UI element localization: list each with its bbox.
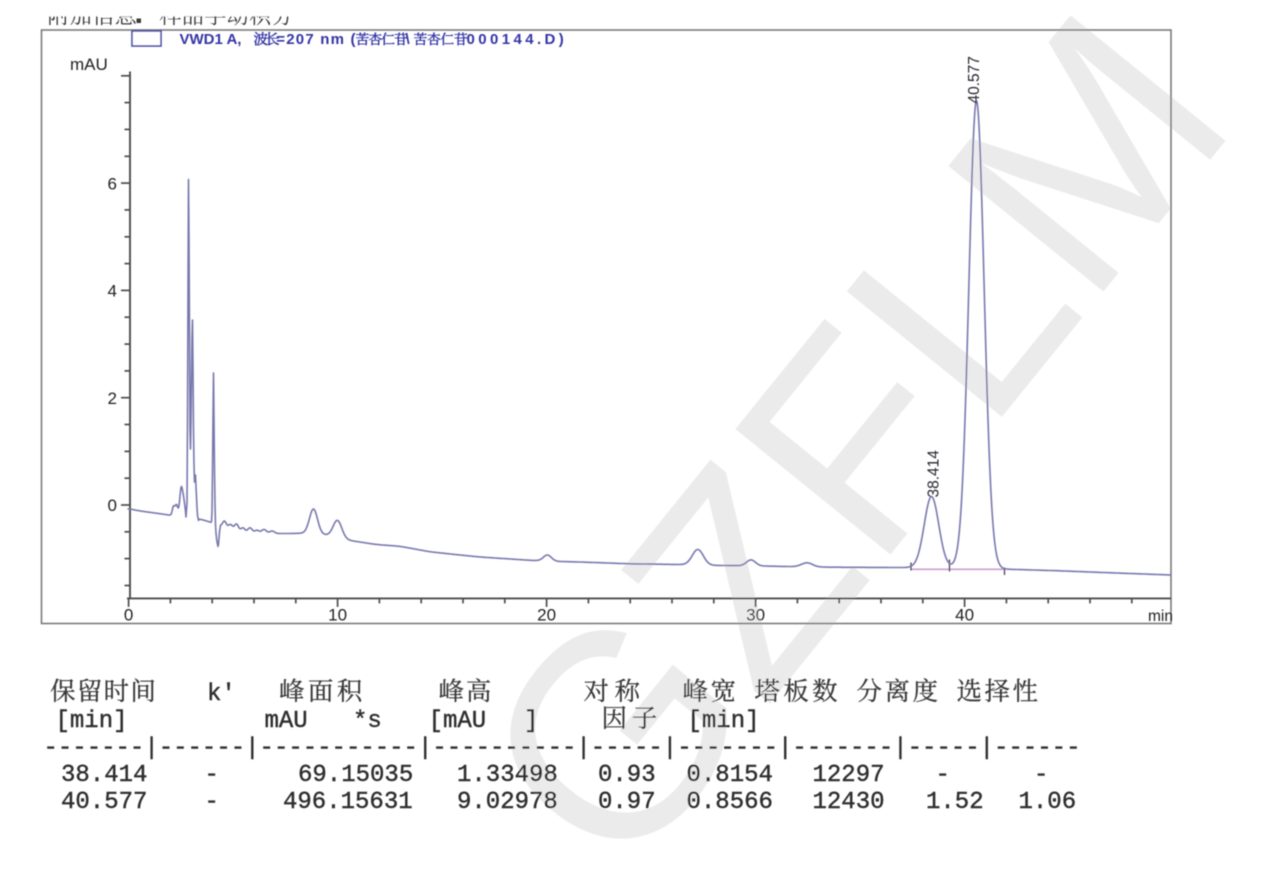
svg-text:\: \ [406,31,411,48]
svg-text:20: 20 [537,606,556,625]
svg-text:10: 10 [328,606,347,625]
svg-text:4: 4 [108,282,117,301]
svg-text:30: 30 [746,606,765,625]
svg-text:mAU: mAU [265,708,308,735]
svg-text:[mAU: [mAU [429,708,487,735]
svg-text:496.15631: 496.15631 [283,789,413,816]
svg-text:0.93: 0.93 [598,762,656,789]
svg-text:-: - [1034,762,1048,789]
svg-text:[min]: [min] [56,708,128,735]
svg-text:0.97: 0.97 [598,789,656,816]
svg-text:[min]: [min] [688,708,760,735]
svg-text:12297: 12297 [813,762,885,789]
svg-text:0.8154: 0.8154 [687,762,773,789]
svg-text:]: ] [524,708,538,735]
svg-text:40.577: 40.577 [61,789,147,816]
svg-text:38.414: 38.414 [926,450,943,498]
svg-text:000144.D): 000144.D) [467,31,568,48]
svg-text:=207 nm (: =207 nm ( [276,31,356,48]
svg-text:6: 6 [108,174,117,193]
svg-text:-: - [205,762,219,789]
svg-text:-: - [936,762,950,789]
svg-text:1.52: 1.52 [926,789,984,816]
svg-text:9.02978: 9.02978 [457,789,558,816]
svg-text:1.33498: 1.33498 [457,762,558,789]
svg-text:min: min [1148,608,1173,625]
svg-text:0.8566: 0.8566 [687,789,773,816]
svg-text:k': k' [207,681,236,708]
svg-text:*s: *s [353,708,382,735]
svg-text:2: 2 [108,389,117,408]
svg-text:38.414: 38.414 [61,762,147,789]
svg-text:40.577: 40.577 [966,56,983,103]
svg-text:0: 0 [108,496,117,515]
svg-text:40: 40 [955,606,974,625]
svg-text:1.06: 1.06 [1019,789,1077,816]
svg-text:12430: 12430 [813,789,885,816]
svg-text:0: 0 [124,606,133,625]
svg-text:mAU: mAU [70,55,108,74]
svg-text:69.15035: 69.15035 [298,762,413,789]
svg-text:-------|------|-----------|---: -------|------|-----------|----------|--… [44,735,1081,762]
svg-text:-: - [205,789,219,816]
svg-text:VWD1 A,: VWD1 A, [180,31,242,48]
